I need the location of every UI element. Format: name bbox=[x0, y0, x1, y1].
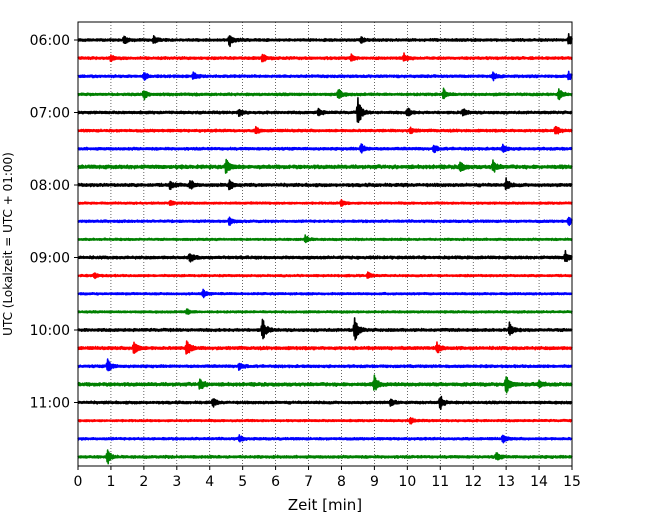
y-axis-title: UTC (Lokalzeit = UTC + 01:00) bbox=[1, 152, 15, 336]
x-tick-label: 8 bbox=[337, 474, 346, 490]
seismogram-trace bbox=[77, 96, 573, 124]
x-tick-label: 13 bbox=[497, 474, 515, 490]
y-tick-label: 06:00 bbox=[30, 33, 70, 49]
seismogram-trace bbox=[77, 125, 573, 135]
plot-area bbox=[78, 22, 572, 466]
x-tick-label: 12 bbox=[464, 474, 482, 490]
x-tick-label: 4 bbox=[205, 474, 214, 490]
x-tick-label: 15 bbox=[563, 474, 581, 490]
seismogram-trace bbox=[77, 434, 573, 444]
x-tick-label: 2 bbox=[139, 474, 148, 490]
seismogram-trace bbox=[77, 317, 573, 341]
seismogram-trace bbox=[77, 374, 573, 394]
seismogram-trace bbox=[77, 70, 573, 82]
seismogram-trace bbox=[77, 288, 573, 299]
x-tick-label: 0 bbox=[74, 474, 83, 490]
y-tick-label: 07:00 bbox=[30, 106, 70, 122]
seismogram-trace bbox=[77, 358, 573, 372]
seismogram-trace bbox=[77, 308, 573, 315]
seismogram-trace bbox=[77, 449, 573, 465]
x-tick-label: 1 bbox=[106, 474, 115, 490]
x-axis: 0 1 2 3 4 5 6 7 8 9 10 11 12 13 14 15 bbox=[74, 466, 581, 490]
x-tick-label: 9 bbox=[370, 474, 379, 490]
traces bbox=[77, 33, 573, 465]
seismogram-trace bbox=[77, 271, 573, 280]
seismogram-trace bbox=[77, 158, 573, 174]
y-tick-label: 10:00 bbox=[30, 323, 70, 339]
seismogram-trace bbox=[77, 87, 573, 101]
seismogram-trace bbox=[77, 33, 573, 48]
seismogram-trace bbox=[77, 177, 573, 191]
x-axis-title: Zeit [min] bbox=[288, 496, 362, 514]
seismogram-trace bbox=[77, 416, 573, 425]
x-tick-label: 11 bbox=[431, 474, 449, 490]
x-tick-label: 10 bbox=[398, 474, 416, 490]
seismogram-trace bbox=[77, 143, 573, 154]
seismogram-trace bbox=[77, 234, 573, 244]
y-tick-label: 09:00 bbox=[30, 251, 70, 267]
seismogram-trace bbox=[77, 395, 573, 411]
x-tick-label: 14 bbox=[530, 474, 548, 490]
seismogram-trace bbox=[77, 52, 573, 63]
seismogram-trace bbox=[77, 198, 573, 207]
seismogram-trace bbox=[77, 249, 573, 263]
x-tick-label: 6 bbox=[271, 474, 280, 490]
y-tick-label: 11:00 bbox=[30, 396, 70, 412]
plot-frame bbox=[77, 21, 573, 467]
x-tick-label: 7 bbox=[304, 474, 313, 490]
x-tick-label: 5 bbox=[238, 474, 247, 490]
y-tick-label: 08:00 bbox=[30, 178, 70, 194]
seismogram-trace bbox=[77, 340, 573, 355]
x-tick-label: 3 bbox=[172, 474, 181, 490]
y-axis: 06:00 07:00 08:00 09:00 10:00 11:00 bbox=[30, 33, 78, 412]
seismogram-trace bbox=[77, 216, 573, 227]
